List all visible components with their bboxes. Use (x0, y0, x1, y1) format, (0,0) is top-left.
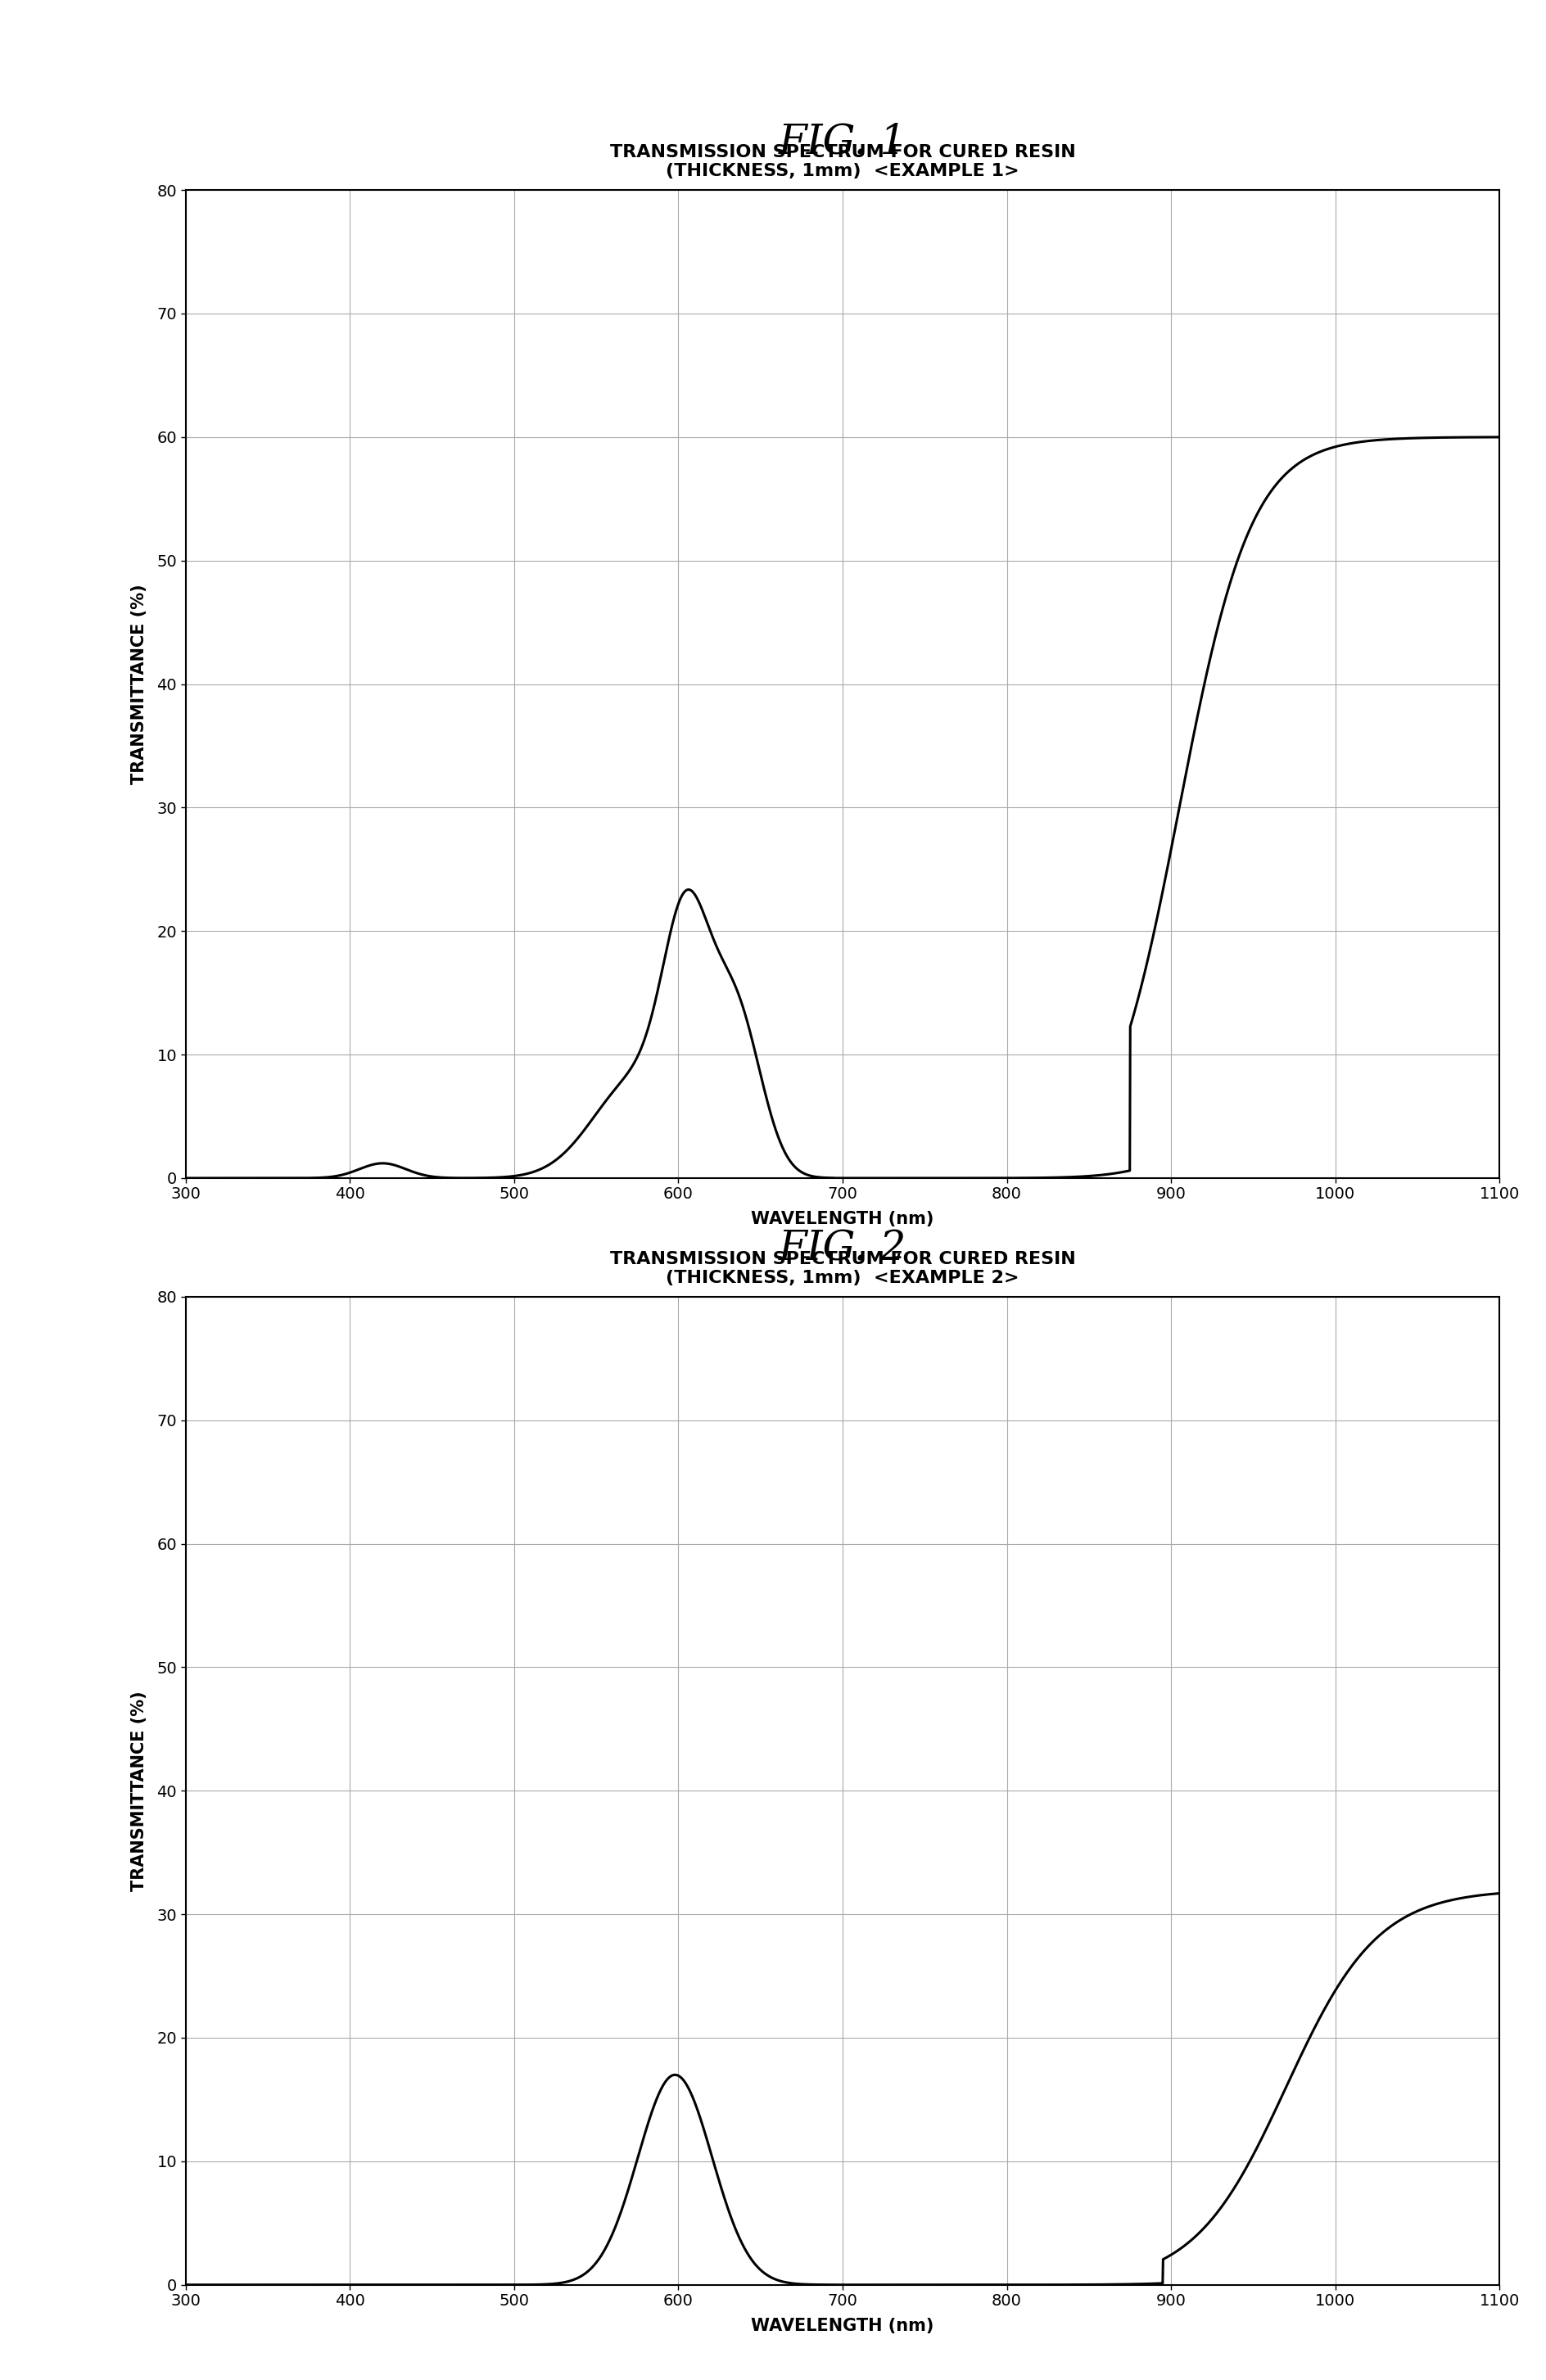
X-axis label: WAVELENGTH (nm): WAVELENGTH (nm) (751, 1211, 934, 1228)
Text: FIG. 2: FIG. 2 (779, 1228, 906, 1269)
Title: TRANSMISSION SPECTRUM FOR CURED RESIN
(THICKNESS, 1mm)  <EXAMPLE 1>: TRANSMISSION SPECTRUM FOR CURED RESIN (T… (609, 145, 1076, 178)
Y-axis label: TRANSMITTANCE (%): TRANSMITTANCE (%) (131, 583, 147, 783)
Text: FIG. 1: FIG. 1 (779, 121, 906, 162)
Title: TRANSMISSION SPECTRUM FOR CURED RESIN
(THICKNESS, 1mm)  <EXAMPLE 2>: TRANSMISSION SPECTRUM FOR CURED RESIN (T… (609, 1252, 1076, 1285)
Y-axis label: TRANSMITTANCE (%): TRANSMITTANCE (%) (131, 1690, 147, 1890)
X-axis label: WAVELENGTH (nm): WAVELENGTH (nm) (751, 2318, 934, 2335)
